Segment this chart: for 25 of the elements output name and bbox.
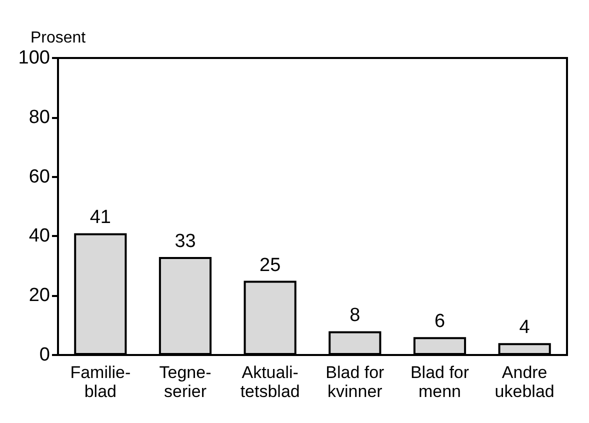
data-label: 41 <box>90 207 111 228</box>
y-tick-label: 0 <box>39 344 50 366</box>
y-tick-label: 100 <box>18 48 50 68</box>
y-tick-label: 40 <box>28 226 50 247</box>
x-tick-label: Aktuali- tetsblad <box>240 363 300 401</box>
x-tick-label: Andre ukeblad <box>494 363 554 401</box>
bar <box>498 343 551 355</box>
y-tick-label: 60 <box>28 166 50 188</box>
x-tick-label: Blad for menn <box>410 363 470 401</box>
data-label: 6 <box>434 311 446 332</box>
x-tick-label: Familie- blad <box>70 363 131 401</box>
bar <box>158 256 212 355</box>
y-tick-label: 80 <box>28 106 50 128</box>
data-label: 8 <box>350 305 360 326</box>
x-tick-label: Tegne- serier <box>159 363 212 401</box>
bar <box>328 331 382 355</box>
data-label: 33 <box>174 230 196 252</box>
y-tick-label: 20 <box>28 285 50 306</box>
y-axis-title: Prosent <box>30 30 86 46</box>
bar <box>74 233 127 355</box>
x-tick-label: Blad for kvinner <box>326 363 385 401</box>
bar <box>244 280 296 355</box>
data-label: 25 <box>260 254 281 276</box>
data-label: 4 <box>519 317 530 338</box>
bar <box>413 337 466 355</box>
